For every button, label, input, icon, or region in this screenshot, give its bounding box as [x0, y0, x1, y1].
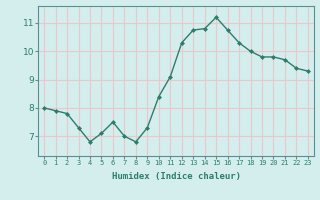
X-axis label: Humidex (Indice chaleur): Humidex (Indice chaleur) [111, 172, 241, 181]
